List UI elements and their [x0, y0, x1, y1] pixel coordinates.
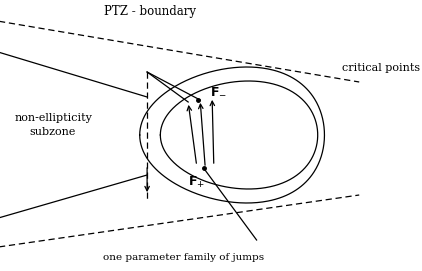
Text: $\mathbf{F}_{-}$: $\mathbf{F}_{-}$: [211, 83, 227, 96]
Text: critical points: critical points: [342, 63, 420, 73]
Text: one parameter family of jumps: one parameter family of jumps: [103, 253, 265, 262]
Text: non-ellipticity
subzone: non-ellipticity subzone: [14, 113, 92, 137]
Text: PTZ - boundary: PTZ - boundary: [104, 5, 196, 18]
Text: $\mathbf{F}_{+}$: $\mathbf{F}_{+}$: [188, 175, 205, 189]
